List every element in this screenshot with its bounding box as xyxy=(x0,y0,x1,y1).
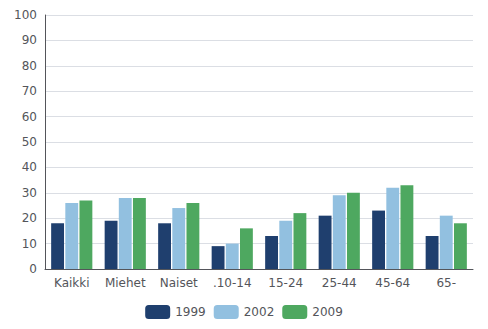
svg-text:90: 90 xyxy=(22,33,37,47)
svg-text:40: 40 xyxy=(22,160,37,174)
svg-text:50: 50 xyxy=(22,135,37,149)
svg-text:2002: 2002 xyxy=(244,305,275,319)
svg-text:0: 0 xyxy=(29,262,37,276)
svg-text:70: 70 xyxy=(22,84,37,98)
svg-text:25-44: 25-44 xyxy=(322,276,357,290)
svg-text:2009: 2009 xyxy=(312,305,343,319)
svg-text:45-64: 45-64 xyxy=(375,276,410,290)
svg-text:1999: 1999 xyxy=(175,305,206,319)
svg-text:20: 20 xyxy=(22,211,37,225)
svg-text:.10-14: .10-14 xyxy=(213,276,252,290)
svg-text:10: 10 xyxy=(22,237,37,251)
svg-text:30: 30 xyxy=(22,186,37,200)
svg-text:Kaikki: Kaikki xyxy=(54,276,90,290)
svg-text:60: 60 xyxy=(22,110,37,124)
svg-text:65-: 65- xyxy=(436,276,456,290)
svg-text:15-24: 15-24 xyxy=(268,276,303,290)
svg-text:80: 80 xyxy=(22,59,37,73)
svg-text:Naiset: Naiset xyxy=(160,276,198,290)
svg-text:Miehet: Miehet xyxy=(105,276,146,290)
svg-text:100: 100 xyxy=(14,8,37,22)
